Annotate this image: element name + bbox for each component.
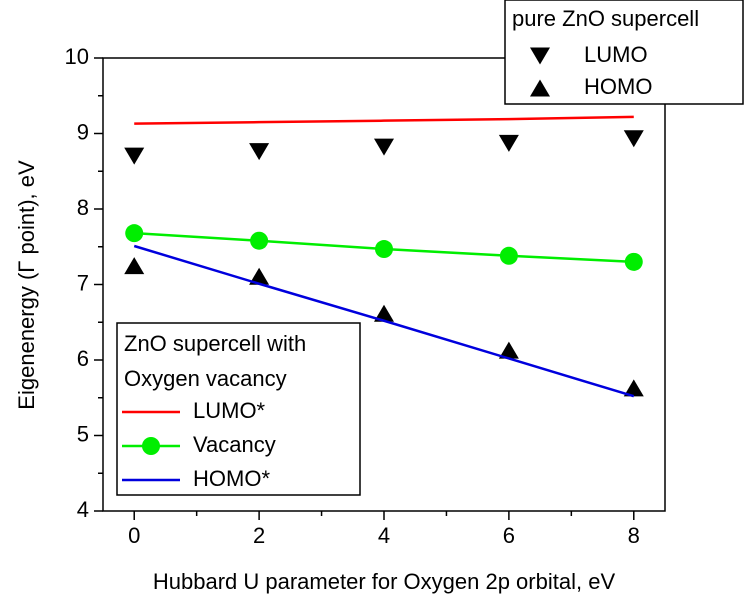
legend-title: ZnO supercell with [124, 331, 306, 356]
x-tick-label: 0 [128, 523, 140, 548]
legend-marker [142, 437, 160, 455]
y-tick-label: 9 [77, 119, 89, 144]
series-line [134, 115, 634, 125]
data-point [125, 224, 144, 243]
legend-marker [530, 79, 550, 97]
y-tick-label: 8 [77, 195, 89, 220]
legend-label: LUMO [584, 42, 648, 67]
y-axis-label: Eigenenergy (Γ point), eV [14, 160, 39, 410]
x-tick-label: 6 [503, 523, 515, 548]
x-tick-label: 8 [628, 523, 640, 548]
legend-label: LUMO* [193, 398, 266, 423]
data-point [124, 257, 145, 275]
data-point [249, 143, 270, 161]
legend-label: HOMO* [193, 466, 270, 491]
legend-label: Vacancy [193, 432, 276, 457]
y-tick-label: 5 [77, 421, 89, 446]
data-point [124, 147, 145, 165]
y-tick-label: 10 [65, 44, 89, 69]
legend-title: Oxygen vacancy [124, 366, 287, 391]
y-tick-label: 6 [77, 346, 89, 371]
data-point [623, 379, 644, 397]
legend-box [116, 322, 361, 496]
data-point [499, 246, 518, 265]
data-point [250, 231, 269, 250]
legend-title: pure ZnO supercell [512, 6, 699, 31]
data-point [249, 267, 270, 285]
y-tick-label: 4 [77, 497, 89, 522]
data-point [374, 138, 394, 156]
legend-box [504, 0, 744, 105]
series-line [133, 244, 635, 398]
legend-marker [530, 47, 550, 65]
data-point [623, 130, 644, 148]
data-point [624, 252, 643, 271]
data-point [498, 134, 519, 152]
y-tick-label: 7 [77, 270, 89, 295]
legend-label: HOMO [584, 74, 652, 99]
x-axis-label: Hubbard U parameter for Oxygen 2p orbita… [153, 569, 616, 594]
data-point [498, 341, 519, 359]
x-tick-label: 2 [253, 523, 265, 548]
data-point [374, 304, 394, 322]
data-point [375, 240, 393, 259]
x-tick-label: 4 [378, 523, 390, 548]
